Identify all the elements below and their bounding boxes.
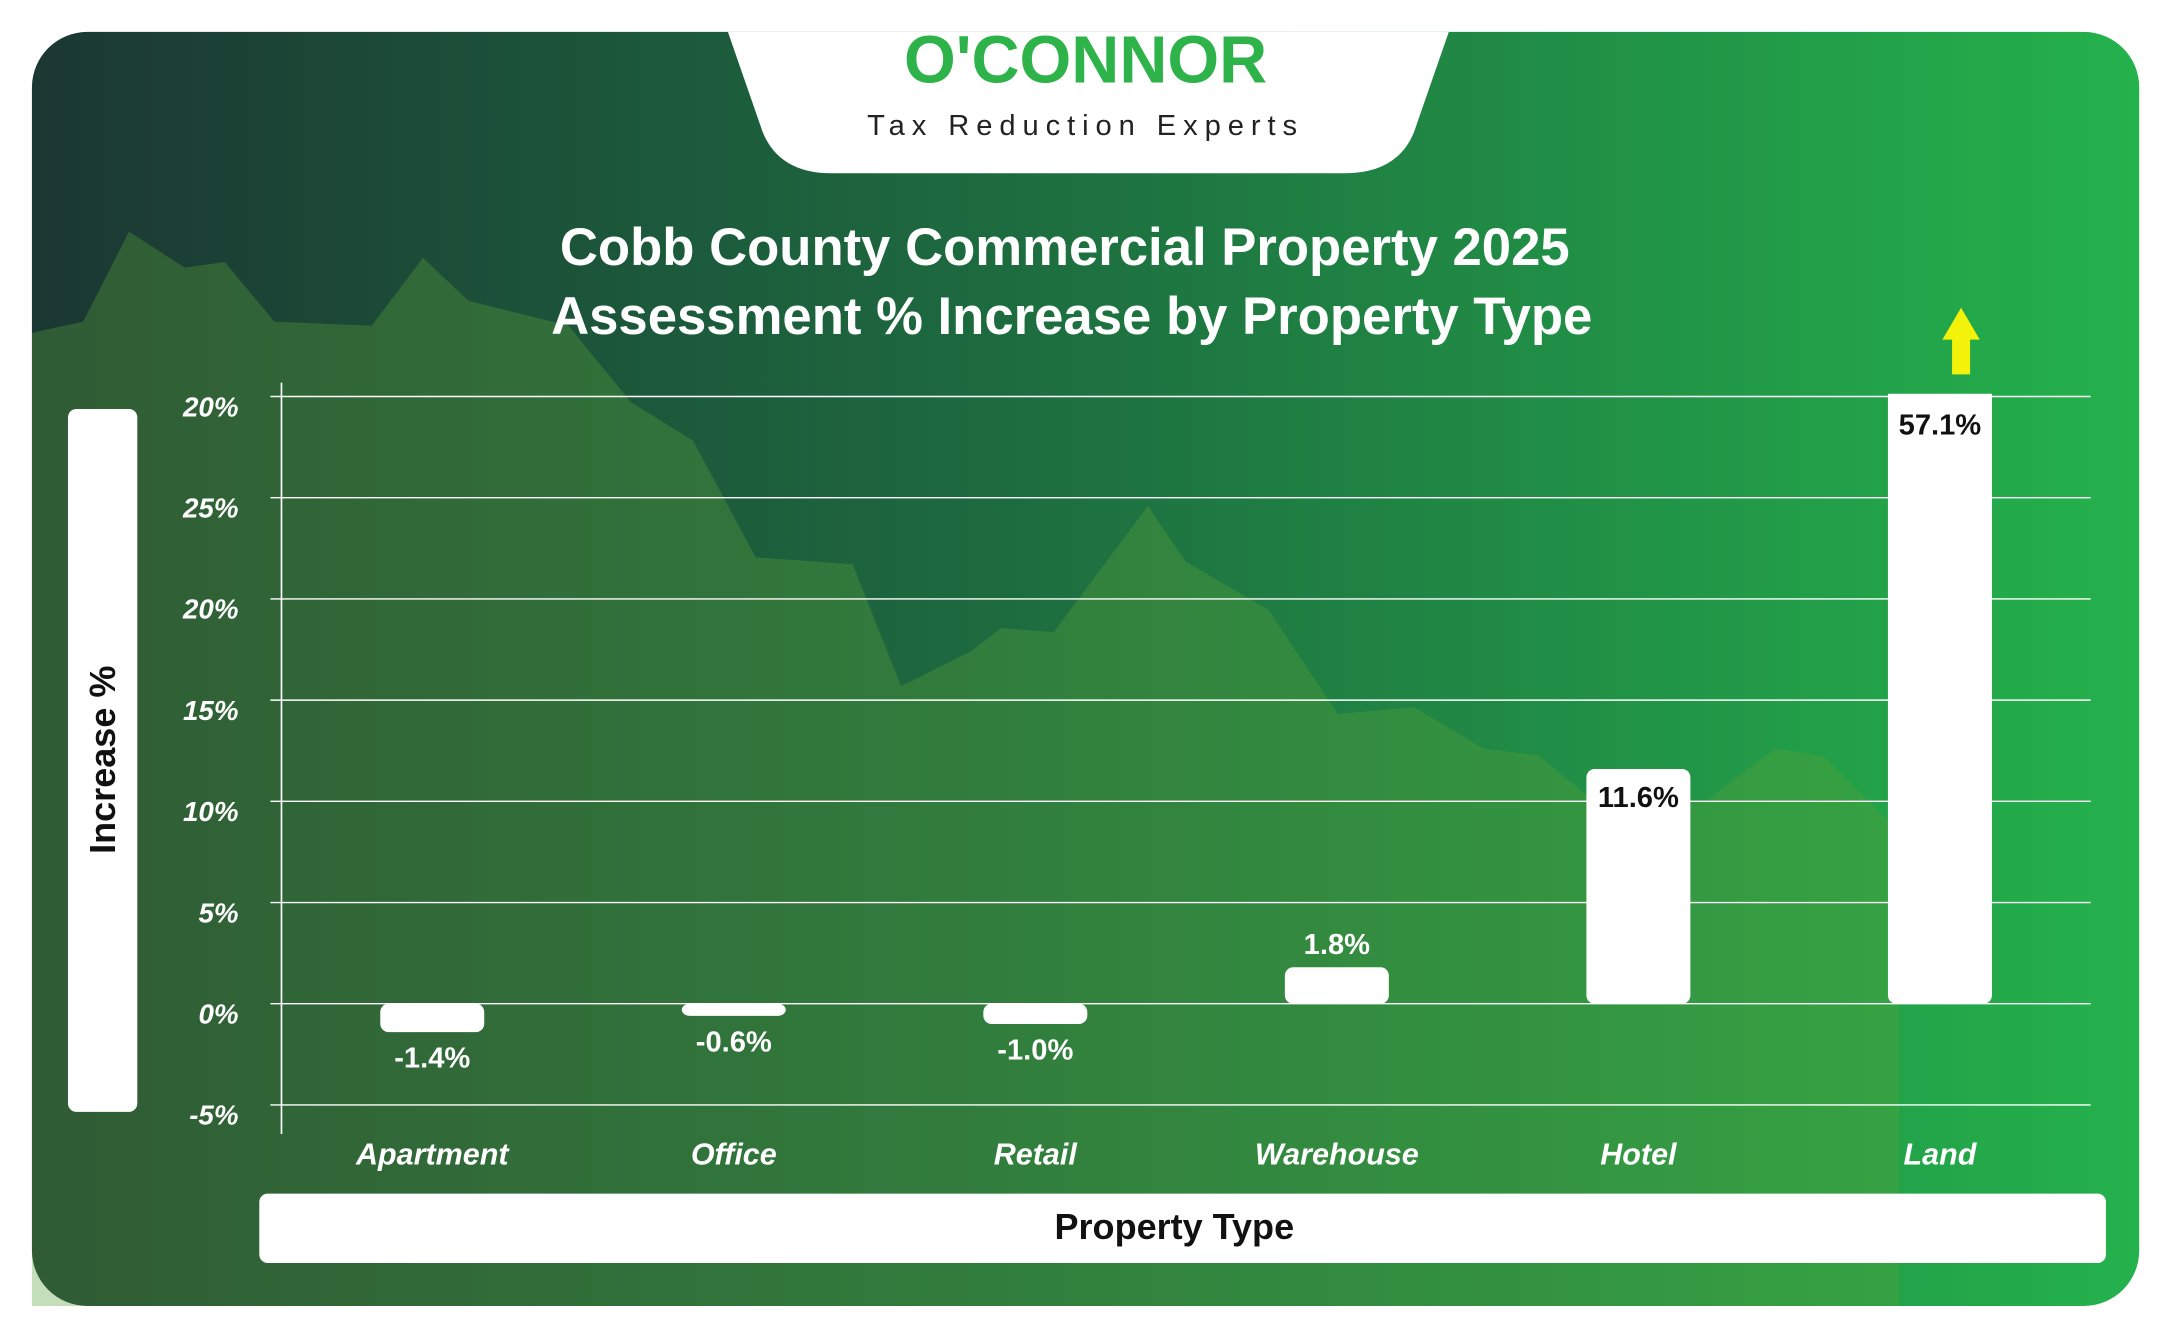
bar bbox=[681, 1003, 786, 1016]
y-tick-label: 10% bbox=[183, 796, 238, 827]
y-tick-label: 5% bbox=[198, 897, 238, 928]
logo-tagline: Tax Reduction Experts bbox=[867, 110, 1304, 142]
x-label-box bbox=[259, 1193, 2106, 1263]
value-label: -1.0% bbox=[997, 1034, 1073, 1066]
y-label-box bbox=[67, 408, 138, 1112]
x-tick-label: Office bbox=[691, 1137, 777, 1171]
y-tick-label: 15% bbox=[183, 695, 238, 726]
x-tick-label: Hotel bbox=[1600, 1137, 1677, 1171]
value-label: 11.6% bbox=[1598, 782, 1679, 814]
chart-title: Cobb County Commercial Property 2025 bbox=[560, 218, 1570, 277]
y-tick-label: 25% bbox=[182, 493, 238, 524]
value-label: 57.1% bbox=[1899, 410, 1982, 442]
x-tick-label: Apartment bbox=[355, 1137, 510, 1171]
logo-tab bbox=[727, 31, 1449, 174]
y-tick-label: 20% bbox=[182, 391, 238, 422]
y-tick-label: -5% bbox=[189, 1100, 238, 1131]
decor-mountain bbox=[31, 231, 1900, 1306]
bar bbox=[983, 1003, 1088, 1024]
bar bbox=[1887, 393, 1992, 1004]
value-label: -0.6% bbox=[696, 1026, 772, 1058]
x-tick-label: Retail bbox=[994, 1137, 1078, 1171]
x-axis-label: Property Type bbox=[1055, 1206, 1295, 1247]
bar bbox=[1586, 768, 1691, 1004]
y-axis-label: Increase % bbox=[82, 666, 123, 854]
y-tick-label: 20% bbox=[182, 594, 238, 625]
plot-area bbox=[380, 393, 1992, 1033]
y-tick-label: 0% bbox=[198, 999, 238, 1030]
value-label: -1.4% bbox=[394, 1042, 470, 1074]
chart-title: Assessment % Increase by Property Type bbox=[551, 287, 1592, 346]
overflow-arrow bbox=[1942, 307, 1980, 375]
bar bbox=[1284, 967, 1389, 1004]
x-tick-label: Warehouse bbox=[1255, 1137, 1419, 1171]
logo-name: O'CONNOR bbox=[904, 24, 1267, 98]
x-tick-label: Land bbox=[1904, 1137, 1978, 1171]
bar bbox=[380, 1003, 485, 1033]
value-label: 1.8% bbox=[1304, 929, 1370, 961]
